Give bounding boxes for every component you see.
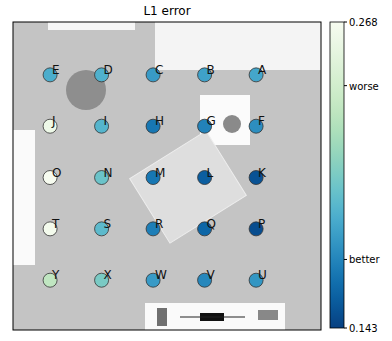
point-label: Q — [207, 217, 216, 231]
colorbar-ticks: 0.143 better worse 0.268 — [344, 17, 380, 334]
point-label: U — [258, 268, 267, 282]
point-label: E — [52, 63, 60, 77]
colorbar-tick — [344, 259, 347, 260]
point-label: M — [155, 166, 165, 180]
item — [180, 317, 245, 318]
wall-strip — [48, 22, 135, 30]
points — [43, 68, 263, 287]
point-label: C — [155, 63, 163, 77]
shelf — [145, 303, 285, 330]
colorbar-tick-label: 0.143 — [349, 323, 378, 334]
frame — [13, 22, 321, 330]
point-label: J — [51, 114, 56, 128]
point-label: H — [155, 114, 164, 128]
colorbar-tick — [344, 85, 347, 86]
item — [258, 310, 278, 320]
point-label: A — [258, 63, 267, 77]
floor — [13, 22, 321, 330]
point-label: F — [258, 114, 265, 128]
point-label: X — [104, 268, 112, 282]
point-label: S — [104, 217, 112, 231]
point-labels: A B C D E F G H I J K L M N O P Q R S T U V W X Y — [51, 63, 267, 282]
colorbar-tick-label: better — [349, 254, 380, 265]
colorbar — [330, 22, 344, 328]
point-label: K — [258, 166, 267, 180]
item — [157, 308, 167, 326]
point-label: Y — [51, 268, 60, 282]
point-label: I — [104, 114, 108, 128]
colorbar-tick-label: 0.268 — [349, 17, 378, 28]
background — [13, 22, 321, 330]
colorbar-tick — [344, 22, 347, 23]
point-label: L — [207, 166, 214, 180]
point-label: W — [155, 268, 167, 282]
colorbar-tick-label: worse — [349, 81, 379, 92]
point-label: O — [52, 166, 61, 180]
point-label: G — [207, 114, 216, 128]
rug — [130, 131, 247, 243]
point-label: R — [155, 217, 163, 231]
ball — [223, 115, 241, 133]
point-label: D — [104, 63, 113, 77]
title: L1 error — [143, 4, 190, 18]
point-label: B — [207, 63, 215, 77]
wall-area — [155, 22, 321, 70]
point-label: V — [207, 268, 216, 282]
chart: L1 error A B C D E F G H I J K L M N O P Q R S T U V W X Y 0.143 be… — [0, 0, 392, 341]
colorbar-tick — [344, 328, 347, 329]
point-label: P — [258, 217, 265, 231]
point-label: T — [51, 217, 60, 231]
wall-left — [13, 130, 35, 265]
point-label: N — [104, 166, 113, 180]
